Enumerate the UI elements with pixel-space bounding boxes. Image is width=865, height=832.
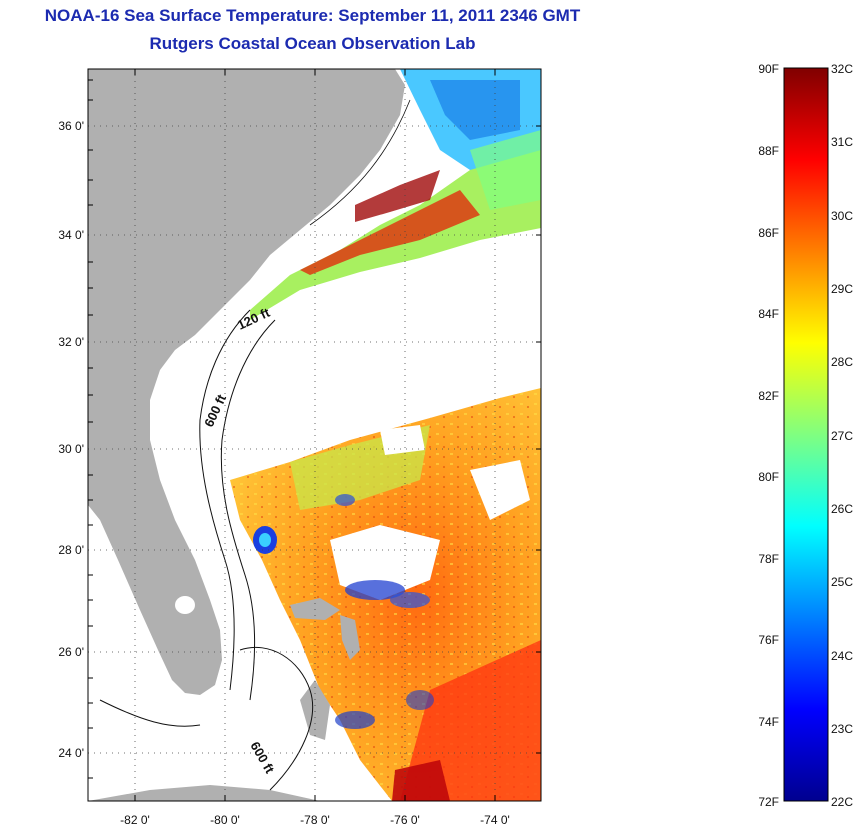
colorbar-c-label: 27C (831, 429, 853, 443)
map-grid (88, 69, 541, 801)
lon-tick-label: -78 0' (300, 813, 330, 827)
colorbar-f-label: 82F (758, 389, 779, 403)
lon-tick-label: -74 0' (480, 813, 510, 827)
axis-minor-ticks (88, 69, 541, 801)
lat-tick-label: 28 0' (58, 543, 84, 557)
colorbar-c-label: 30C (831, 209, 853, 223)
colorbar-c-label: 26C (831, 502, 853, 516)
contour-120ft (199, 309, 251, 691)
colorbar-f-label: 76F (758, 633, 779, 647)
lon-tick-label: -76 0' (390, 813, 420, 827)
lat-tick-label: 26 0' (58, 645, 84, 659)
lat-tick-label: 24 0' (58, 746, 84, 760)
island-cuba (88, 785, 320, 801)
warm-gulf-stream-band (300, 190, 480, 275)
land-mass-southeast-us (88, 69, 405, 695)
warm-water-patch (400, 640, 541, 801)
colorbar-c-label: 32C (831, 62, 853, 76)
colorbar-f-label: 86F (758, 226, 779, 240)
colorbar-f-label: 72F (758, 795, 779, 809)
lat-tick-label: 34 0' (58, 228, 84, 242)
lat-tick-label: 30 0' (58, 442, 84, 456)
colorbar-c-label: 22C (831, 795, 853, 809)
colorbar-f-label: 74F (758, 715, 779, 729)
colorbar-c-label: 29C (831, 282, 853, 296)
map-title: NOAA-16 Sea Surface Temperature: Septemb… (44, 6, 581, 25)
colorbar-c-label: 23C (831, 722, 853, 736)
lat-tick-label: 36 0' (58, 119, 84, 133)
colorbar-c-label: 28C (831, 355, 853, 369)
colorbar (783, 67, 829, 802)
lat-tick-label: 32 0' (58, 335, 84, 349)
colorbar-f-label: 88F (758, 144, 779, 158)
map-subtitle: Rutgers Coastal Ocean Observation Lab (149, 34, 476, 53)
colorbar-f-label: 84F (758, 307, 779, 321)
lon-tick-label: -80 0' (210, 813, 240, 827)
colorbar-f-label: 78F (758, 552, 779, 566)
colorbar-f-label: 90F (758, 62, 779, 76)
contour-600ft (220, 319, 276, 701)
cloud-gap (330, 525, 440, 600)
colorbar-c-label: 24C (831, 649, 853, 663)
lake-okeechobee (175, 596, 195, 614)
colorbar-c-label: 31C (831, 135, 853, 149)
lon-tick-label: -82 0' (120, 813, 150, 827)
colorbar-c-label: 25C (831, 575, 853, 589)
colorbar-f-label: 80F (758, 470, 779, 484)
